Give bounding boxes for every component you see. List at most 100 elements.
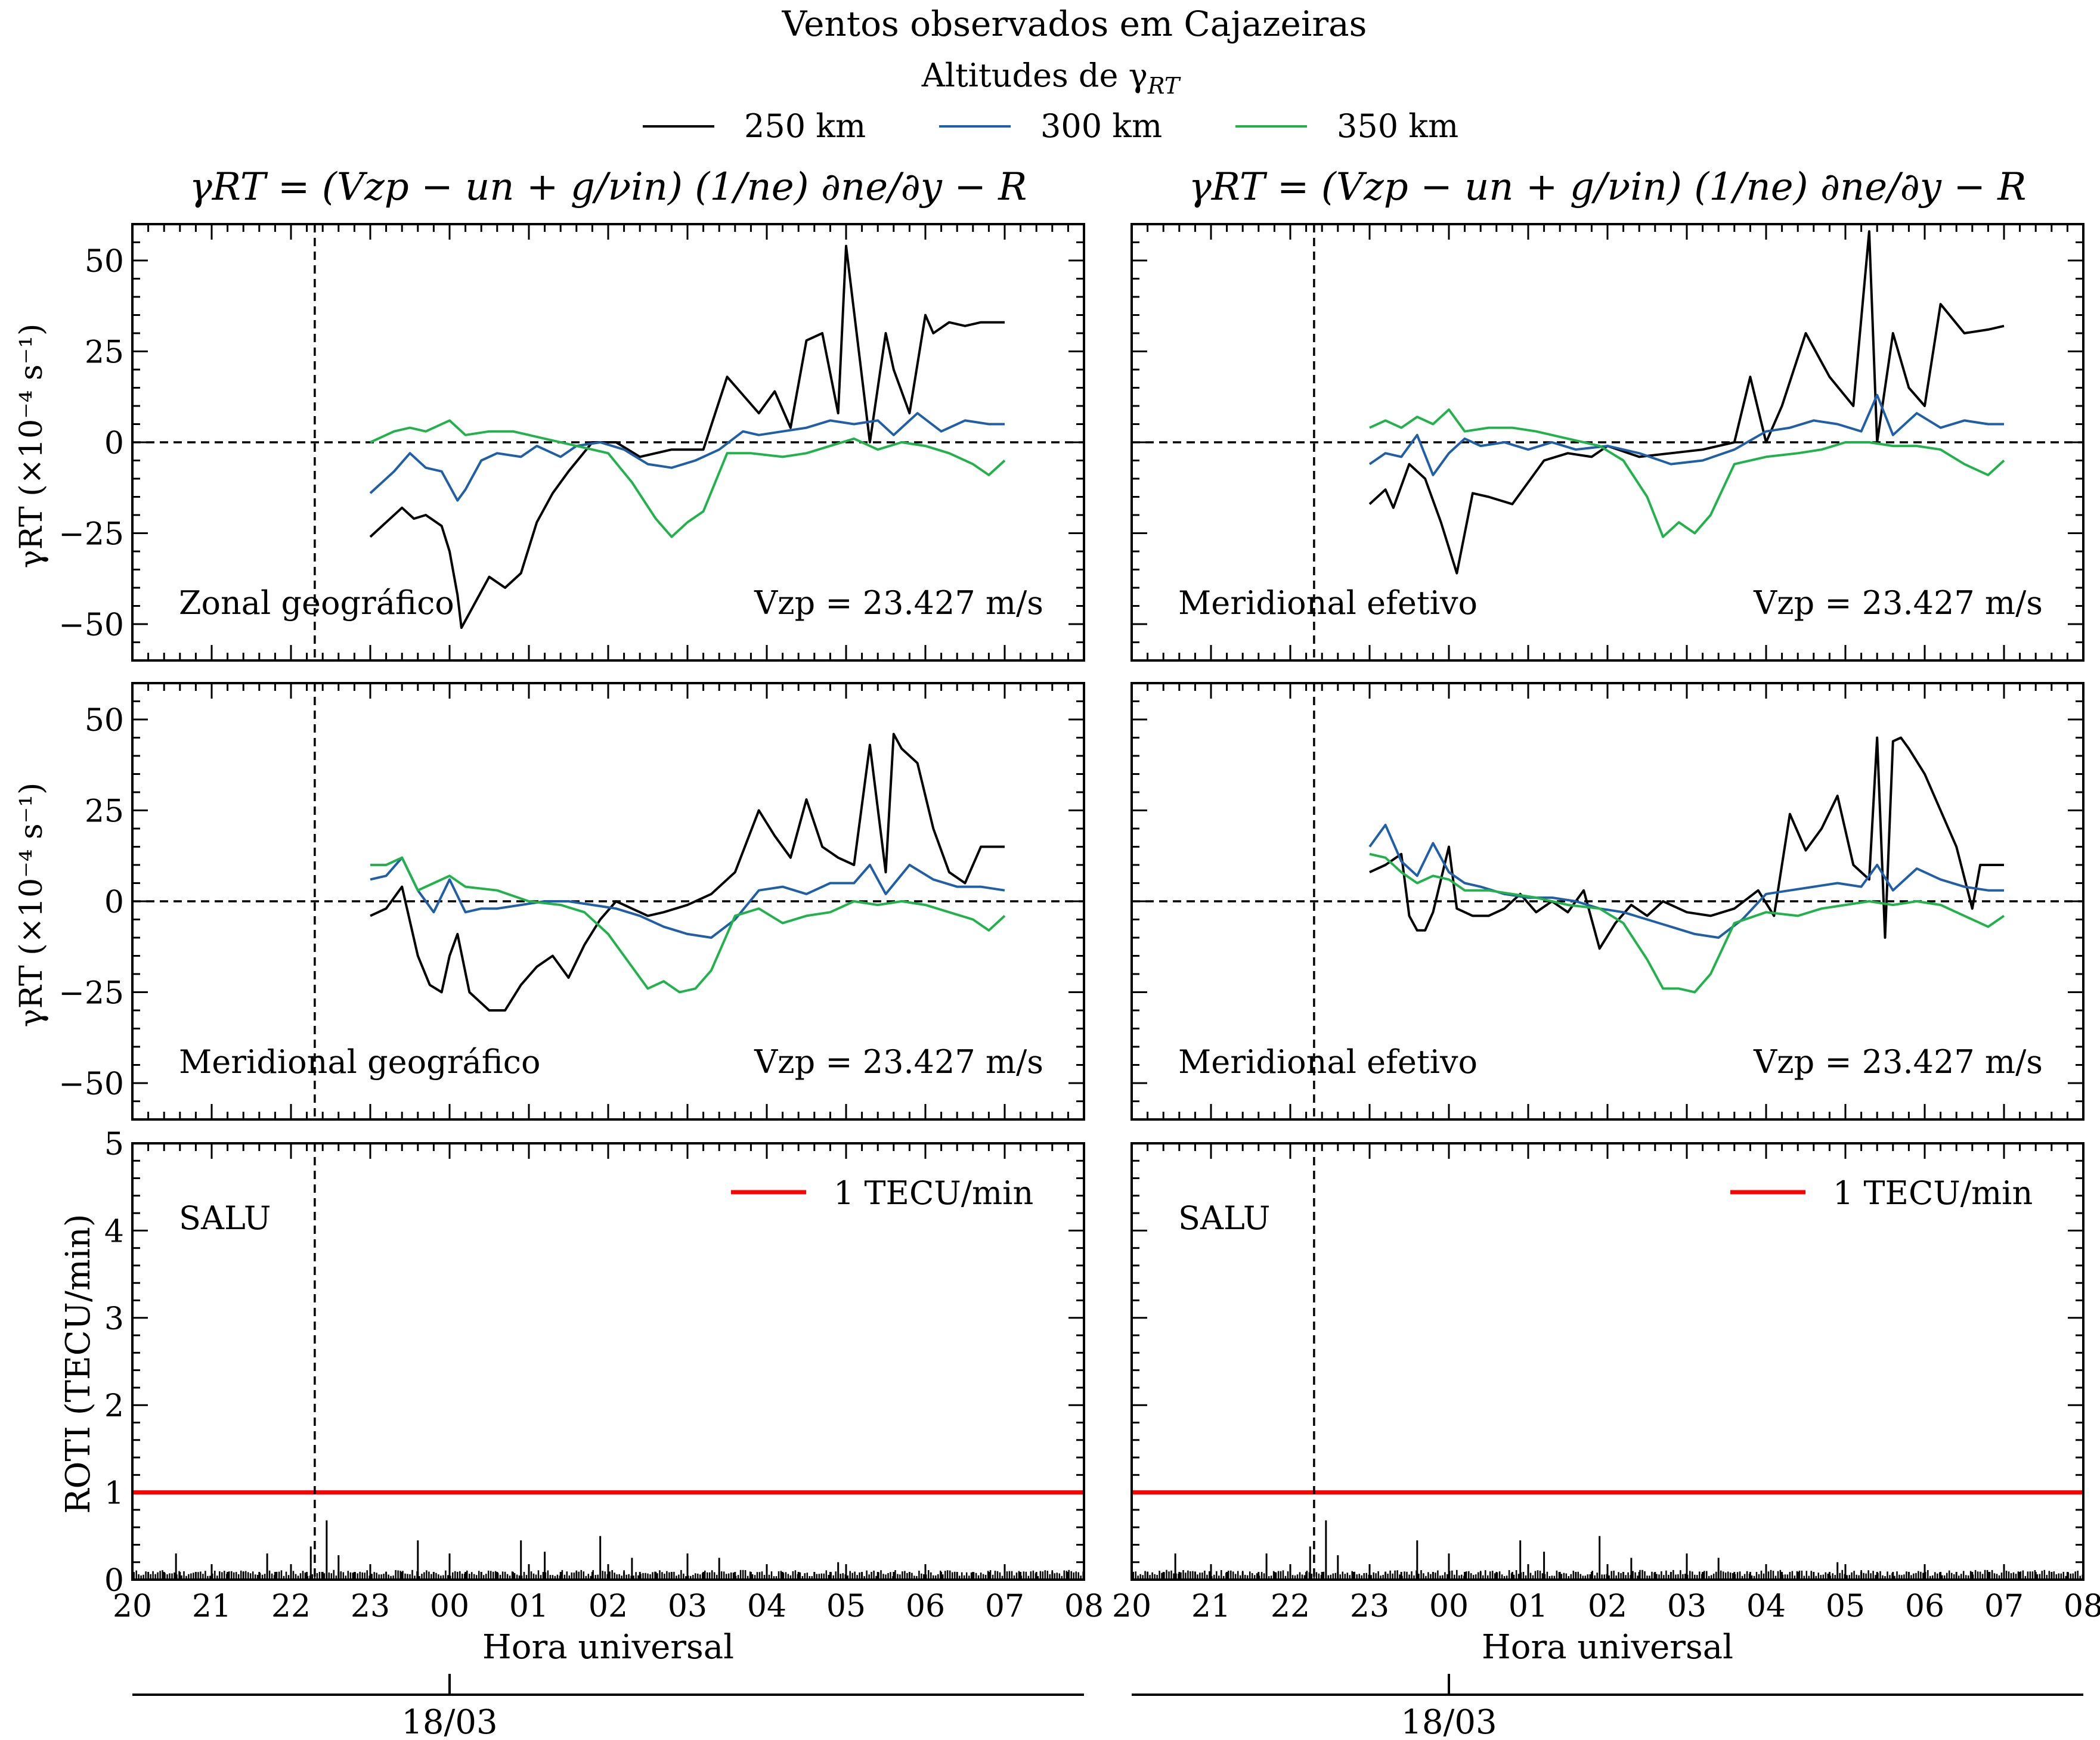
vzp-annotation: Vzp = 23.427 m/s bbox=[754, 584, 1043, 622]
x-tick-label: 03 bbox=[668, 1589, 707, 1624]
ylabel-roti: ROTI (TECU/min) bbox=[59, 1214, 98, 1513]
y-tick-label: −25 bbox=[58, 517, 124, 553]
x-tick-label: 02 bbox=[1588, 1589, 1627, 1624]
xlabel-right: Hora universal bbox=[1482, 1628, 1733, 1667]
y-tick-label: 0 bbox=[104, 1563, 124, 1599]
plot-area bbox=[1132, 1143, 2083, 1580]
panel-title-left: γRT = (Vzp − un + g/νin) (1/ne) ∂ne/∂y −… bbox=[190, 165, 1027, 209]
y-tick-label: 25 bbox=[85, 335, 124, 371]
series-350-km bbox=[1369, 852, 2005, 994]
plot-area bbox=[1132, 683, 2083, 1119]
plot-area bbox=[1132, 224, 2083, 660]
date-axis-left: 18/03 bbox=[132, 1674, 1084, 1740]
axes-frame bbox=[131, 223, 1085, 662]
plot-area bbox=[132, 1143, 1084, 1580]
x-tick-label: 07 bbox=[985, 1589, 1024, 1624]
x-tick-label: 00 bbox=[1429, 1589, 1469, 1624]
y-tick-label: 0 bbox=[104, 885, 124, 920]
xlabel-left: Hora universal bbox=[482, 1628, 734, 1667]
x-tick-label: 05 bbox=[1826, 1589, 1865, 1624]
panel-meridional-geografico: 50 25 0 −25 −50 Meridional geográfico Vzp = 23… bbox=[58, 682, 1085, 1121]
axes-frame bbox=[131, 1142, 1085, 1581]
series-350-km bbox=[370, 419, 1006, 538]
panel-roti-right: 20 21 22 23 00 01 02 03 04 05 06 07 08 SALU 1 TECU/min bbox=[1112, 1142, 2100, 1624]
x-tick-label: 20 bbox=[113, 1589, 152, 1624]
series-300-km bbox=[369, 412, 1005, 502]
x-tick-label: 05 bbox=[826, 1589, 866, 1624]
panel-zonal-geografico: 50 25 0 −25 −50 Zonal geográfico Vzp = 23.427 … bbox=[58, 223, 1085, 662]
date-label-left: 18/03 bbox=[401, 1703, 497, 1740]
station-label: SALU bbox=[179, 1199, 271, 1237]
y-tick-label: 1 bbox=[104, 1476, 124, 1512]
ylabel-middle: γRT (×10⁻⁴ s⁻¹) bbox=[14, 783, 49, 1028]
x-tick-label: 03 bbox=[1667, 1589, 1706, 1624]
x-tick-label: 21 bbox=[1191, 1589, 1231, 1624]
vzp-annotation: Vzp = 23.427 m/s bbox=[1753, 584, 2043, 622]
x-tick-label: 01 bbox=[509, 1589, 549, 1624]
y-tick-label: 25 bbox=[85, 794, 124, 830]
series-350-km bbox=[1369, 408, 2005, 538]
axes-frame bbox=[1130, 223, 2084, 662]
plot-area bbox=[132, 224, 1084, 660]
series-250-km bbox=[1368, 230, 2005, 575]
x-tick-label: 20 bbox=[1112, 1589, 1151, 1624]
series-300-km bbox=[1368, 823, 2004, 939]
x-tick-label: 04 bbox=[1746, 1589, 1786, 1624]
date-label-right: 18/03 bbox=[1401, 1703, 1497, 1740]
figure-title: Ventos observados em Cajazeiras bbox=[782, 4, 1367, 44]
x-tick-label: 00 bbox=[430, 1589, 469, 1624]
x-tick-label: 06 bbox=[1905, 1589, 1944, 1624]
panel-annotation: Meridional efetivo bbox=[1178, 1043, 1478, 1081]
y-tick-label: 5 bbox=[104, 1127, 124, 1162]
x-tick-label: 02 bbox=[589, 1589, 628, 1624]
y-tick-label: −50 bbox=[58, 607, 124, 643]
x-tick-label: 04 bbox=[747, 1589, 786, 1624]
legend-label-250: 250 km bbox=[744, 107, 866, 145]
x-tick-label: 08 bbox=[2064, 1589, 2100, 1624]
panel-meridional-efetivo-middle: Meridional efetivo Vzp = 23.427 m/s bbox=[1130, 682, 2084, 1121]
panel-annotation: Meridional efetivo bbox=[1178, 584, 1478, 622]
y-tick-label: 3 bbox=[104, 1301, 124, 1337]
y-tick-label: 50 bbox=[85, 703, 124, 739]
x-tick-label: 22 bbox=[271, 1589, 311, 1624]
legend-threshold-label: 1 TECU/min bbox=[834, 1174, 1033, 1212]
panel-meridional-efetivo-top: Meridional efetivo Vzp = 23.427 m/s bbox=[1130, 223, 2084, 662]
y-tick-label: 50 bbox=[85, 244, 124, 280]
series-250-km bbox=[369, 244, 1005, 629]
legend-label-300: 300 km bbox=[1040, 107, 1162, 145]
series-350-km bbox=[370, 856, 1006, 994]
legend-title: Altitudes de γRT bbox=[921, 57, 1181, 99]
ylabel-top: γRT (×10⁻⁴ s⁻¹) bbox=[14, 324, 49, 569]
y-tick-label: 2 bbox=[104, 1388, 124, 1424]
y-tick-label: 4 bbox=[104, 1214, 124, 1249]
y-tick-label: 0 bbox=[104, 426, 124, 461]
date-axis-right: 18/03 bbox=[1132, 1674, 2083, 1740]
series-300-km bbox=[370, 856, 1005, 939]
x-tick-label: 06 bbox=[906, 1589, 945, 1624]
station-label: SALU bbox=[1178, 1199, 1270, 1237]
x-tick-label: 23 bbox=[1350, 1589, 1389, 1624]
axes-frame bbox=[1130, 682, 2084, 1121]
plot-area bbox=[132, 683, 1084, 1119]
x-tick-label: 22 bbox=[1271, 1589, 1310, 1624]
x-tick-label: 21 bbox=[192, 1589, 231, 1624]
legend: 250 km 300 km 350 km bbox=[643, 107, 1458, 145]
series-250-km bbox=[1369, 736, 2004, 950]
x-tick-label: 08 bbox=[1064, 1589, 1104, 1624]
panel-title-right: γRT = (Vzp − un + g/νin) (1/ne) ∂ne/∂y −… bbox=[1189, 165, 2027, 209]
x-tick-label: 23 bbox=[351, 1589, 390, 1624]
vzp-annotation: Vzp = 23.427 m/s bbox=[754, 1043, 1043, 1081]
axes-frame bbox=[1130, 1142, 2084, 1581]
series-250-km bbox=[370, 733, 1005, 1012]
y-tick-label: −25 bbox=[58, 976, 124, 1012]
x-tick-label: 07 bbox=[1984, 1589, 2024, 1624]
axes-frame bbox=[131, 682, 1085, 1121]
series-300-km bbox=[1368, 393, 2004, 476]
y-tick-label: −50 bbox=[58, 1066, 124, 1102]
x-tick-label: 01 bbox=[1509, 1589, 1548, 1624]
panel-annotation: Meridional geográfico bbox=[179, 1043, 540, 1081]
vzp-annotation: Vzp = 23.427 m/s bbox=[1753, 1043, 2043, 1081]
panel-annotation: Zonal geográfico bbox=[179, 584, 454, 622]
